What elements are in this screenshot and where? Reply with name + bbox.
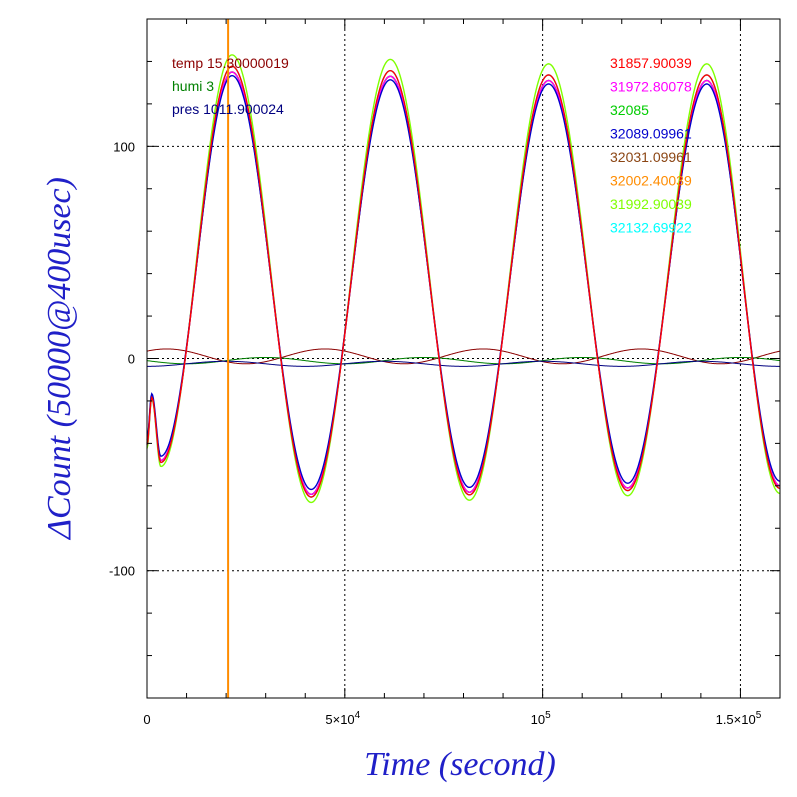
legend-series-entry: 31972.80078 <box>610 79 692 95</box>
legend-series-entry: 32031.09961 <box>610 149 692 165</box>
series-lines <box>146 54 781 504</box>
environment-lines <box>146 348 781 367</box>
legend-series-entry: 32132.69922 <box>610 220 692 236</box>
x-tick-label: 5×104 <box>325 710 360 727</box>
x-axis-title: Time (second) <box>364 746 556 783</box>
env-line-pres <box>147 360 780 367</box>
legend-left-entry: humi 3 <box>172 78 214 94</box>
legend: temp 15.30000019 humi 3 pres 1011.900024 31… <box>172 55 692 236</box>
y-axis-title: ΔCount (50000@400usec) <box>41 177 78 541</box>
legend-left-entry: temp 15.30000019 <box>172 55 289 71</box>
env-line-temp <box>146 348 781 365</box>
legend-series-entry: 31857.90039 <box>610 55 692 71</box>
legend-series-entry: 32002.40039 <box>610 173 692 189</box>
y-tick-label: 0 <box>128 352 135 367</box>
y-tick-label: -100 <box>109 564 135 579</box>
env-line-humi <box>146 356 781 365</box>
legend-series-entry: 32089.09961 <box>610 126 692 142</box>
legend-series-entry: 32085 <box>610 102 649 118</box>
x-tick-label: 0 <box>143 712 150 727</box>
grid <box>147 19 780 698</box>
x-tick-label: 1.5×105 <box>716 710 762 727</box>
series-line <box>146 65 781 498</box>
legend-series-entry: 31992.90039 <box>610 196 692 212</box>
y-tick-label: 100 <box>113 139 135 154</box>
legend-left-entry: pres 1011.900024 <box>172 101 284 117</box>
